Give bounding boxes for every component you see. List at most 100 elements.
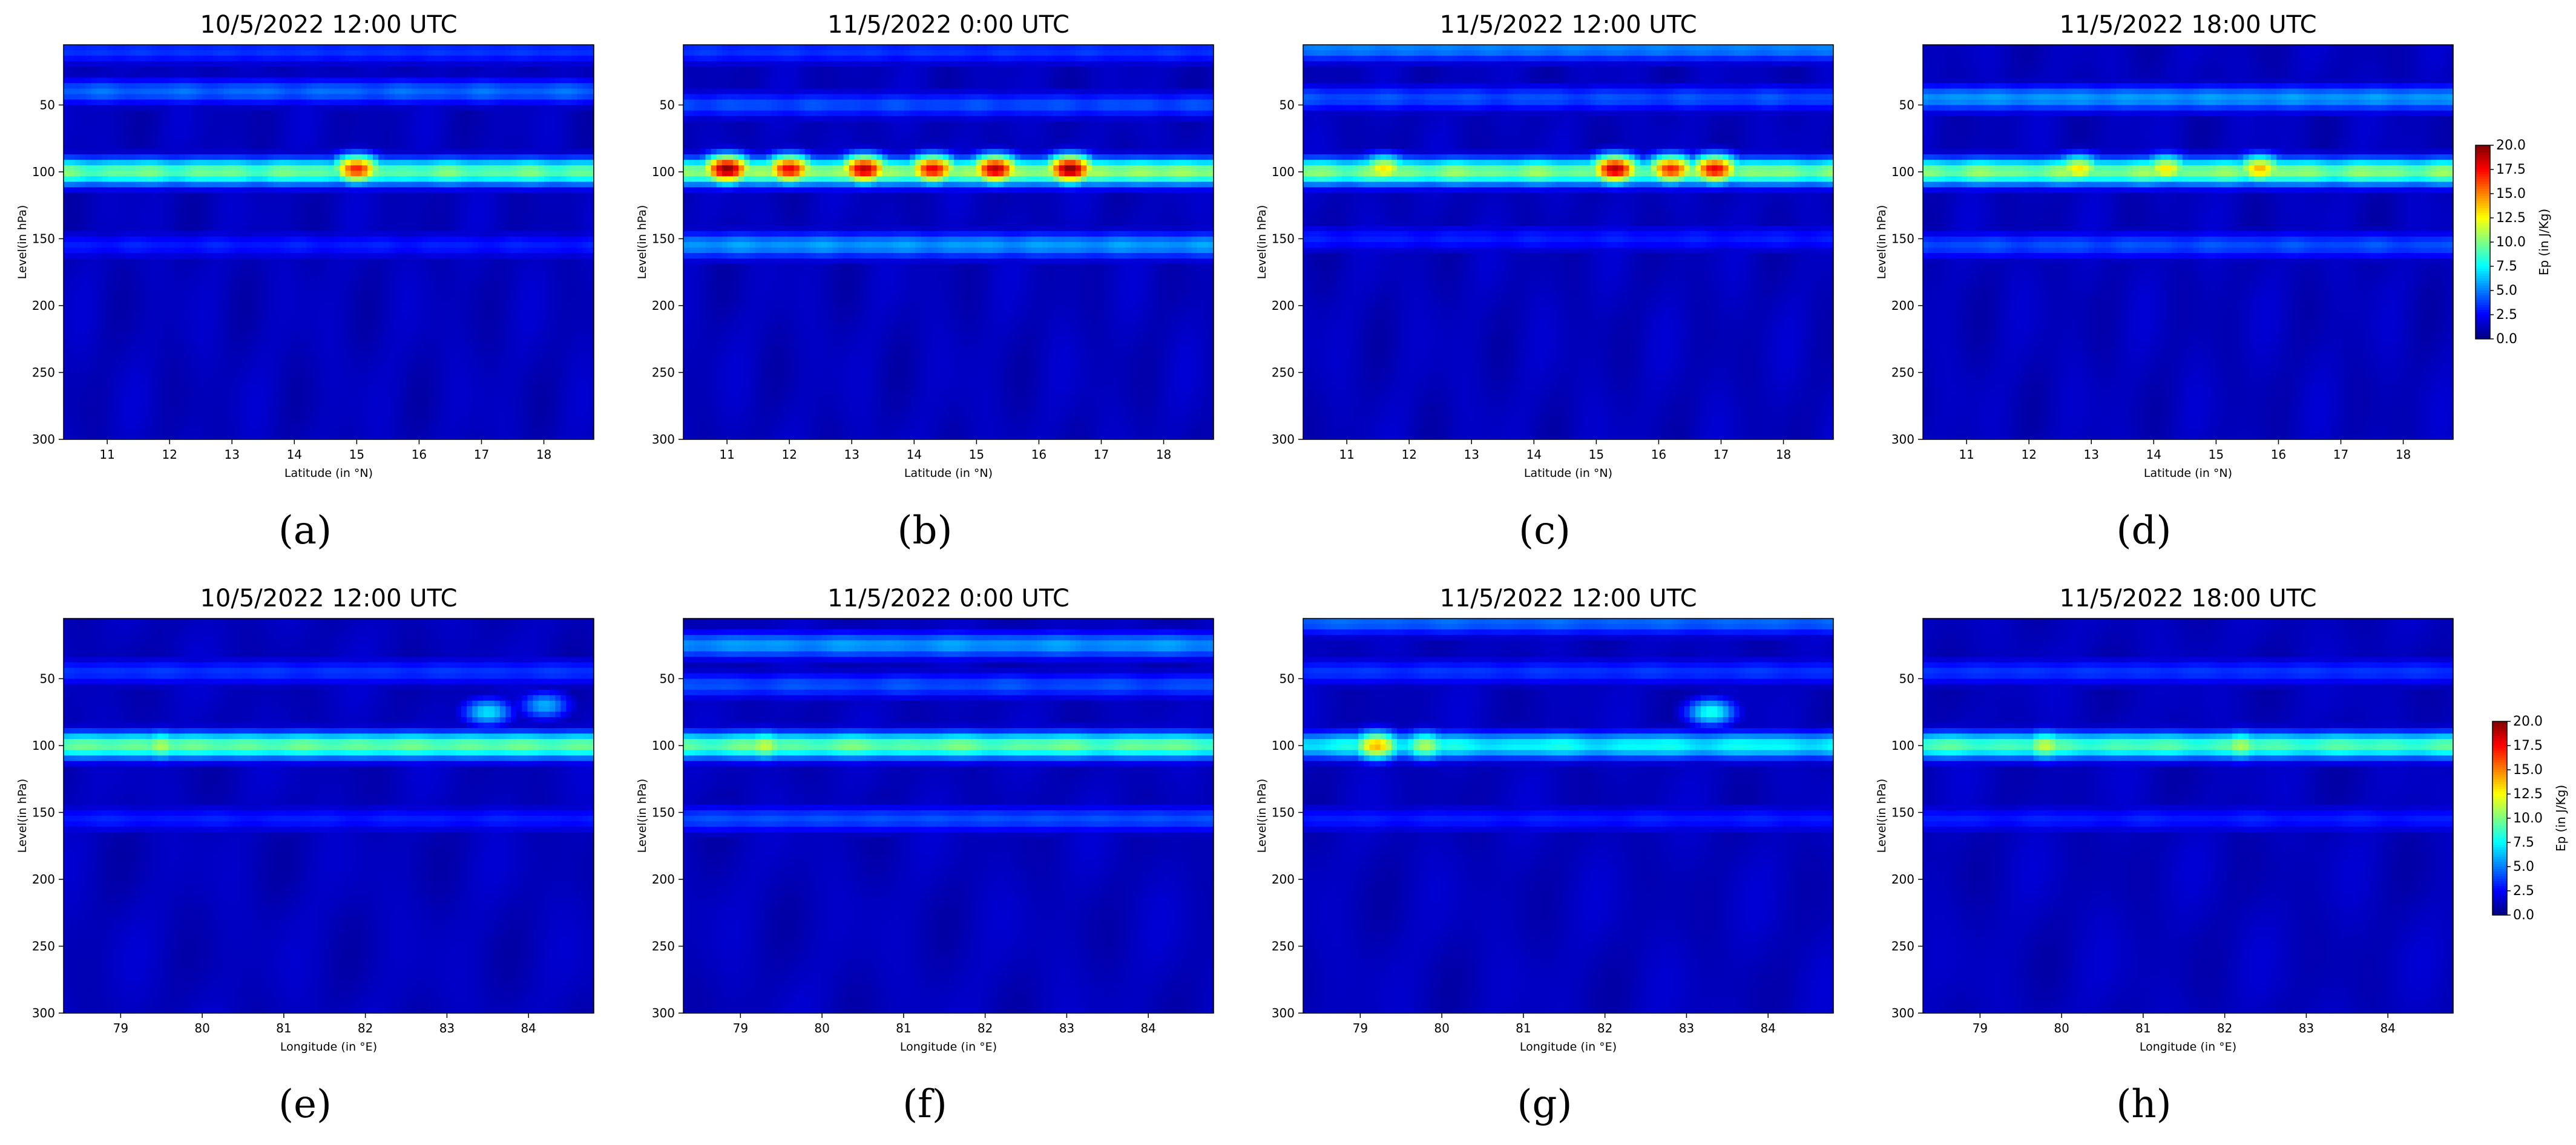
heatmap-cell <box>185 253 191 259</box>
heatmap-cell <box>179 242 186 248</box>
heatmap-cell <box>361 297 368 303</box>
heatmap-cell <box>406 280 412 287</box>
heatmap-cell <box>108 269 114 275</box>
heatmap-cell <box>461 318 467 325</box>
heatmap-cell <box>455 149 462 155</box>
heatmap-cell <box>257 291 263 298</box>
heatmap-cell <box>329 231 335 237</box>
heatmap-cell <box>373 318 379 325</box>
heatmap-cell <box>306 110 313 117</box>
heatmap-cell <box>207 67 213 73</box>
heatmap-cell <box>190 248 197 254</box>
heatmap-cell <box>356 94 363 100</box>
heatmap-cell <box>301 318 307 325</box>
heatmap-cell <box>334 198 340 205</box>
heatmap-cell <box>505 176 511 182</box>
heatmap-cell <box>96 50 103 56</box>
heatmap-cell <box>472 192 478 199</box>
heatmap-cell <box>461 165 467 171</box>
heatmap-cell <box>455 214 462 221</box>
heatmap-cell <box>312 318 318 325</box>
heatmap-cell <box>577 187 583 194</box>
heatmap-cell <box>455 61 462 67</box>
heatmap-cell <box>306 88 313 95</box>
heatmap-cell <box>461 72 467 78</box>
heatmap-cell <box>174 116 180 122</box>
heatmap-cell <box>124 313 131 320</box>
heatmap-cell <box>130 248 136 254</box>
heatmap-cell <box>588 269 594 275</box>
heatmap-cell <box>152 220 158 226</box>
heatmap-cell <box>179 192 186 199</box>
heatmap-cell <box>185 264 191 270</box>
heatmap-cell <box>361 143 368 149</box>
heatmap-cell <box>108 324 114 330</box>
heatmap-cell <box>544 269 550 275</box>
heatmap-cell <box>240 324 246 330</box>
heatmap-cell <box>229 258 235 264</box>
heatmap-cell <box>174 56 180 62</box>
heatmap-cell <box>444 99 451 106</box>
heatmap-cell <box>69 209 75 215</box>
heatmap-cell <box>494 198 501 205</box>
heatmap-cell <box>538 50 545 56</box>
heatmap-cell <box>478 253 484 259</box>
heatmap-cell <box>262 203 269 210</box>
heatmap-cell <box>262 149 269 155</box>
heatmap-cell <box>527 94 534 100</box>
heatmap-cell <box>196 137 202 144</box>
heatmap-cell <box>190 165 197 171</box>
heatmap-cell <box>444 182 451 188</box>
heatmap-cell <box>428 231 434 237</box>
heatmap-cell <box>582 242 589 248</box>
heatmap-cell <box>130 121 136 128</box>
heatmap-cell <box>257 72 263 78</box>
heatmap-cell <box>212 264 219 270</box>
heatmap-cell <box>538 72 545 78</box>
heatmap-cell <box>571 258 578 264</box>
heatmap-cell <box>444 56 451 62</box>
heatmap-cell <box>234 132 241 139</box>
heatmap-cell <box>422 67 429 73</box>
heatmap-cell <box>240 72 246 78</box>
heatmap-cell <box>168 182 175 188</box>
heatmap-cell <box>472 137 478 144</box>
heatmap-cell <box>395 132 401 139</box>
heatmap-cell <box>488 307 495 314</box>
heatmap-cell <box>411 187 418 194</box>
heatmap-cell <box>290 275 296 281</box>
heatmap-cell <box>207 149 213 155</box>
heatmap-cell <box>257 203 263 210</box>
heatmap-cell <box>329 286 335 292</box>
heatmap-cell <box>124 318 131 325</box>
heatmap-cell <box>152 192 158 199</box>
heatmap-cell <box>400 280 407 287</box>
heatmap-cell <box>533 77 539 84</box>
heatmap-cell <box>323 105 329 111</box>
heatmap-cell <box>533 88 539 95</box>
heatmap-cell <box>91 187 97 194</box>
heatmap-cell <box>323 143 329 149</box>
heatmap-cell <box>64 94 70 100</box>
heatmap-cell <box>505 160 511 166</box>
heatmap-cell <box>223 236 230 243</box>
heatmap-cell <box>478 77 484 84</box>
heatmap-cell <box>444 143 451 149</box>
heatmap-cell <box>488 231 495 237</box>
heatmap-cell <box>373 291 379 298</box>
heatmap-cell <box>96 214 103 221</box>
heatmap-cell <box>550 231 556 237</box>
heatmap-cell <box>538 318 545 325</box>
heatmap-cell <box>152 160 158 166</box>
heatmap-cell <box>444 198 451 205</box>
heatmap-cell <box>223 45 230 51</box>
heatmap-cell <box>218 253 225 259</box>
heatmap-cell <box>511 297 517 303</box>
heatmap-cell <box>511 269 517 275</box>
heatmap-cell <box>196 307 202 314</box>
heatmap-cell <box>417 99 423 106</box>
heatmap-cell <box>312 258 318 264</box>
heatmap-cell <box>533 149 539 155</box>
heatmap-cell <box>69 77 75 84</box>
heatmap-cell <box>395 187 401 194</box>
